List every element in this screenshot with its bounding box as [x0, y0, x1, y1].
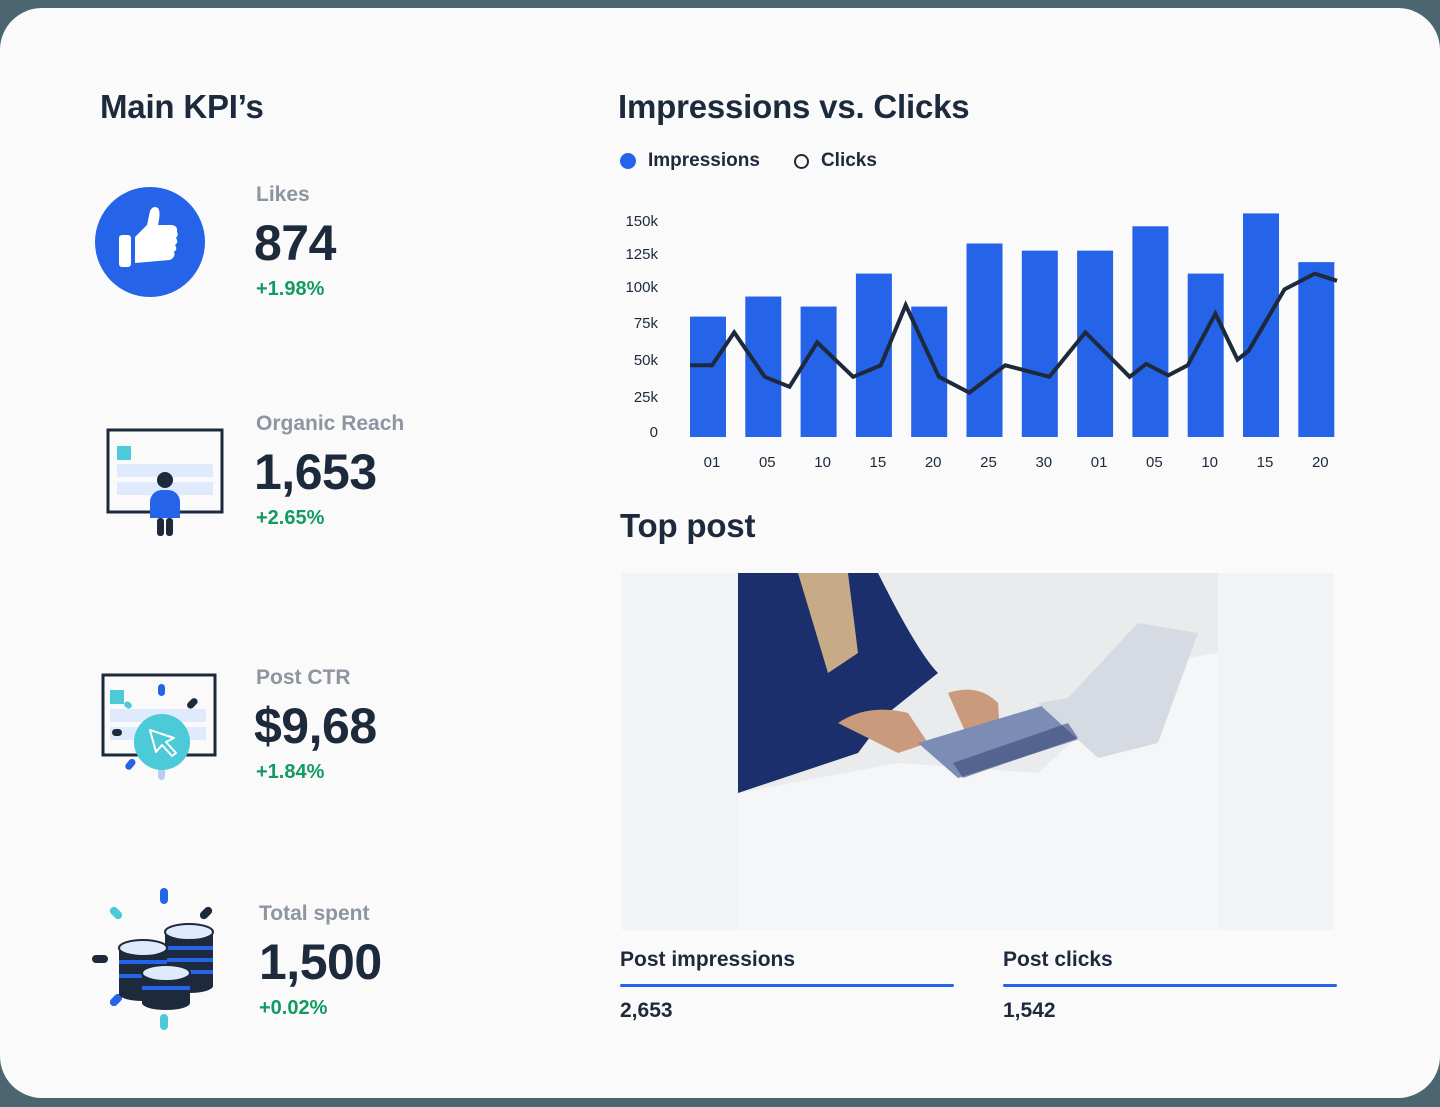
- x-tick-label: 20: [1311, 454, 1329, 471]
- kpi-value: 1,653: [254, 444, 377, 500]
- impressions-clicks-chart: 0 25k 50k 75k 100k 125k 150k 01 05 10 15 20 25 30 01 0…: [600, 200, 1360, 490]
- x-tick-label: 20: [924, 454, 942, 471]
- impressions-bar[interactable]: [1298, 262, 1335, 437]
- chart-title: Impressions vs. Clicks: [618, 88, 970, 125]
- y-tick-label: 25k: [633, 389, 658, 406]
- hollow-dot-icon: [793, 153, 809, 169]
- stat-underline: [620, 984, 954, 987]
- cursor-click-icon: [100, 672, 220, 789]
- x-tick-label: 01: [703, 454, 721, 471]
- kpi-label: Post CTR: [256, 666, 351, 689]
- x-tick-label: 01: [1090, 454, 1108, 471]
- impressions-bar[interactable]: [1132, 226, 1169, 437]
- stat-underline: [1003, 984, 1337, 987]
- x-tick-label: 10: [814, 454, 831, 471]
- chart-plot: [690, 213, 1338, 438]
- y-tick-label: 75k: [633, 315, 658, 332]
- y-tick-label: 50k: [633, 352, 658, 369]
- kpi-delta: +1.98%: [256, 278, 325, 300]
- y-tick-label: 125k: [625, 246, 658, 263]
- stat-label: Post clicks: [1003, 948, 1113, 971]
- impressions-bar[interactable]: [800, 306, 837, 437]
- x-tick-label: 05: [758, 454, 776, 471]
- y-tick-label: 0: [649, 424, 658, 441]
- stat-value: 2,653: [620, 999, 673, 1022]
- presentation-person-icon: [106, 428, 226, 545]
- x-tick-label: 25: [980, 454, 997, 471]
- kpi-value: $9,68: [254, 698, 377, 754]
- stat-value: 1,542: [1003, 999, 1056, 1022]
- legend-label: Clicks: [820, 150, 877, 171]
- kpi-likes: Likes 874 +1.98%: [0, 180, 560, 340]
- stat-post-impressions: Post impressions 2,653: [620, 948, 954, 1023]
- kpi-value: 1,500: [259, 934, 382, 990]
- kpi-delta: +0.02%: [259, 997, 328, 1019]
- kpi-label: Organic Reach: [256, 412, 405, 435]
- top-post-title: Top post: [620, 507, 756, 544]
- kpi-section-title: Main KPI’s: [100, 88, 264, 125]
- chart-legend: Impressions Clicks: [620, 150, 911, 172]
- kpi-organic-reach: Organic Reach 1,653 +2.65%: [0, 410, 560, 570]
- x-tick-label: 15: [1256, 454, 1274, 471]
- stat-post-clicks: Post clicks 1,542: [1003, 948, 1337, 1023]
- filled-dot-icon: [620, 153, 636, 169]
- clicks-line[interactable]: [690, 271, 1338, 395]
- coin-stack-icon: [92, 888, 222, 1043]
- y-tick-label: 150k: [625, 213, 658, 230]
- x-tick-label: 30: [1035, 454, 1053, 471]
- impressions-bar[interactable]: [1021, 250, 1058, 437]
- kpi-value: 874: [254, 215, 336, 271]
- top-post-image[interactable]: [622, 573, 1334, 930]
- legend-item-impressions[interactable]: Impressions: [620, 150, 760, 172]
- x-tick-label: 15: [869, 454, 887, 471]
- kpi-total-spent: Total spent 1,500 +0.02%: [0, 888, 560, 1060]
- kpi-label: Likes: [256, 183, 310, 206]
- x-tick-label: 05: [1146, 454, 1163, 471]
- impressions-bar[interactable]: [966, 243, 1003, 438]
- y-tick-label: 100k: [625, 279, 658, 296]
- kpi-delta: +2.65%: [256, 507, 325, 529]
- kpi-delta: +1.84%: [256, 761, 325, 783]
- impressions-bar[interactable]: [1243, 213, 1279, 437]
- x-tick-label: 10: [1201, 454, 1219, 471]
- kpi-post-ctr: Post CTR $9,68 +1.84%: [0, 664, 560, 824]
- stat-label: Post impressions: [620, 948, 796, 971]
- impressions-bar[interactable]: [745, 296, 782, 437]
- kpi-label: Total spent: [259, 902, 370, 925]
- thumbs-up-icon: [95, 187, 205, 302]
- legend-item-clicks[interactable]: Clicks: [793, 150, 877, 172]
- impressions-bar[interactable]: [690, 316, 726, 437]
- legend-label: Impressions: [648, 150, 760, 171]
